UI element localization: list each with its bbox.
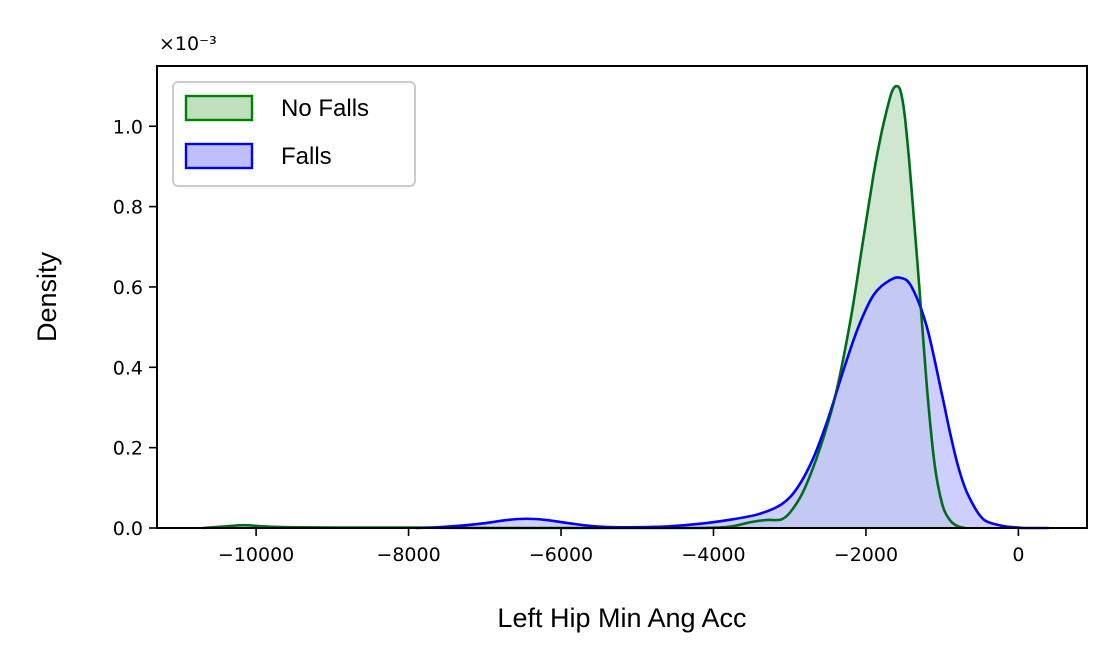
series-line-1 bbox=[416, 276, 1049, 530]
legend-label-1: Falls bbox=[281, 143, 332, 170]
series-fill-1 bbox=[416, 277, 1049, 528]
plot-frame bbox=[156, 65, 1088, 529]
y-tick-label: 0.0 bbox=[113, 518, 143, 540]
legend: No Falls Falls bbox=[172, 81, 416, 187]
y-axis-ticks: 0.0 0.2 0.4 0.6 0.8 1.0 bbox=[113, 116, 157, 540]
y-tick-label: 0.8 bbox=[113, 197, 143, 219]
x-axis-ticks: −10000 −8000 −6000 −4000 −2000 0 bbox=[218, 528, 1024, 566]
x-tick-label: −4000 bbox=[681, 544, 745, 566]
legend-swatch-0 bbox=[184, 94, 254, 122]
y-tick-label: 0.6 bbox=[113, 277, 143, 299]
x-axis-label: Left Hip Min Ang Acc bbox=[497, 603, 746, 633]
legend-label-0: No Falls bbox=[281, 95, 369, 122]
x-tick-label: 0 bbox=[1012, 544, 1024, 566]
legend-swatch-1 bbox=[184, 142, 254, 170]
x-tick-label: −6000 bbox=[529, 544, 593, 566]
y-axis-label: Density bbox=[32, 251, 62, 342]
y-tick-label: 0.4 bbox=[113, 357, 143, 379]
x-tick-label: −10000 bbox=[218, 544, 294, 566]
y-tick-label: 0.2 bbox=[113, 438, 143, 460]
x-tick-label: −2000 bbox=[834, 544, 898, 566]
series-fills bbox=[202, 86, 1049, 528]
y-scale-label: ×10⁻³ bbox=[159, 33, 217, 55]
x-tick-label: −8000 bbox=[376, 544, 440, 566]
y-tick-label: 1.0 bbox=[113, 116, 143, 138]
